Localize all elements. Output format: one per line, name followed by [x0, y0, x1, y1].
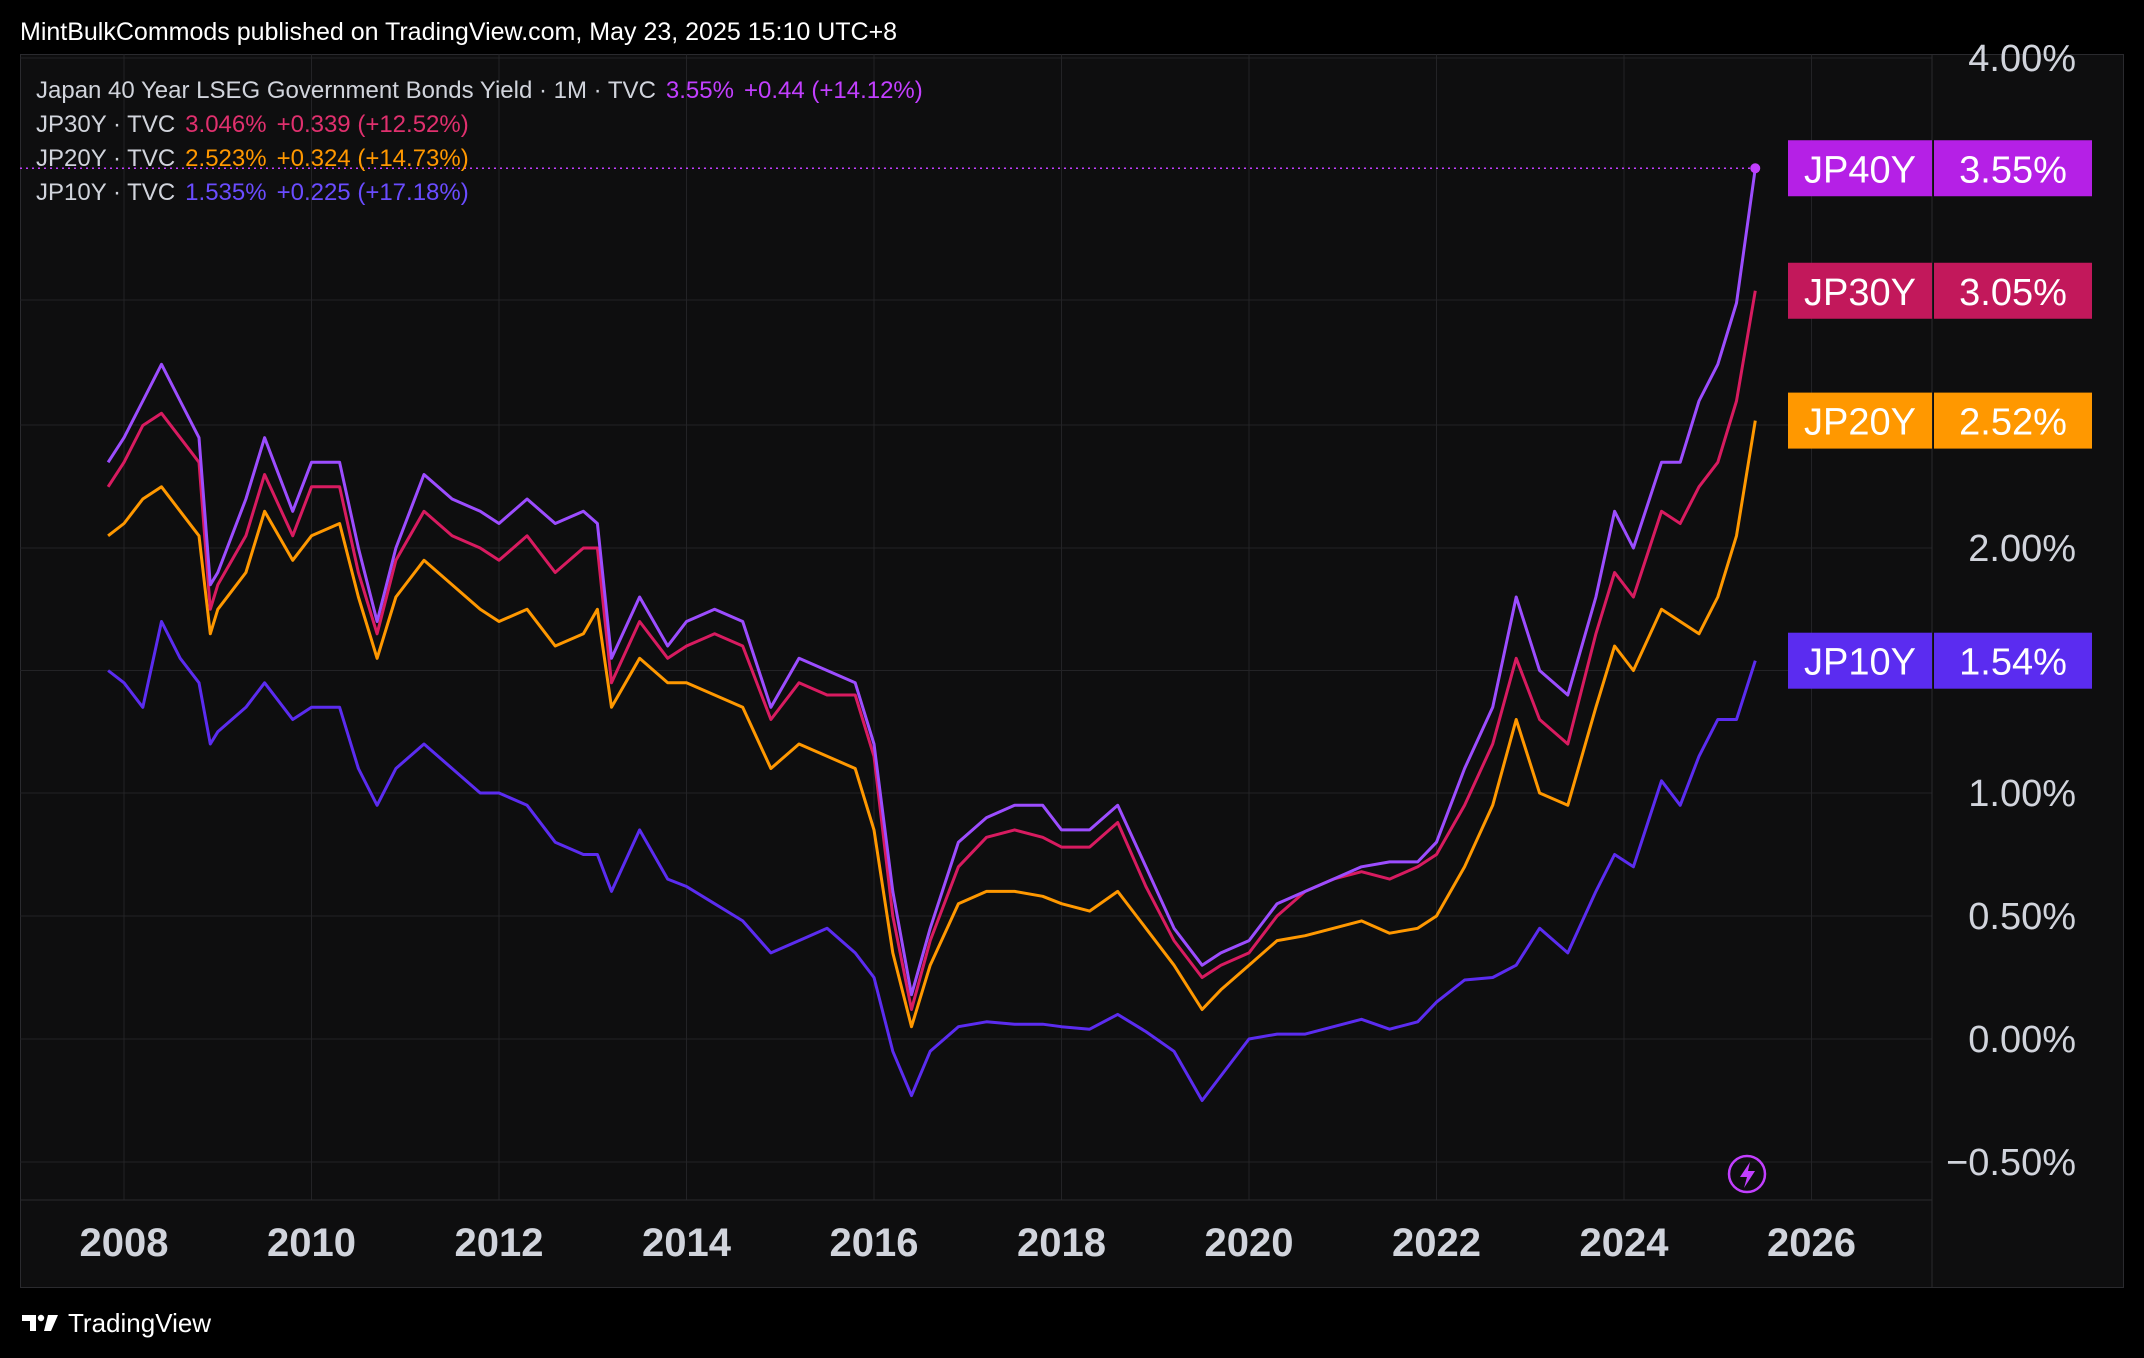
- legend-change: +0.225 (+17.18%): [276, 179, 469, 206]
- price-label-value-bg: [1934, 262, 2092, 319]
- tradingview-logo-icon[interactable]: [20, 1311, 60, 1335]
- x-tick-label: 2010: [267, 1221, 356, 1265]
- last-price-dot: [1750, 163, 1761, 174]
- x-tick-label: 2018: [1017, 1221, 1106, 1265]
- y-tick-label: −0.50%: [1946, 1142, 2076, 1184]
- series-line-jp20y: [107, 420, 1757, 1029]
- y-tick-label: 4.00%: [1968, 38, 2076, 80]
- x-tick-label: 2026: [1767, 1221, 1856, 1265]
- price-label-ticker-bg: [1788, 632, 1932, 689]
- lightning-icon-bolt: [1740, 1162, 1755, 1188]
- price-label-value: 1.54%: [1959, 642, 2067, 684]
- legend-value: 2.523%: [185, 145, 267, 172]
- legend-value: 1.535%: [185, 179, 267, 206]
- footer: TradingView: [20, 1306, 211, 1340]
- x-tick-label: 2022: [1392, 1221, 1481, 1265]
- price-label-value-bg: [1934, 392, 2092, 449]
- price-label-ticker: JP10Y: [1804, 642, 1916, 684]
- tradingview-brand[interactable]: TradingView: [68, 1307, 212, 1338]
- price-label-jp30y[interactable]: JP30Y 3.05%: [1788, 262, 2092, 319]
- x-tick-label: 2012: [455, 1221, 544, 1265]
- x-tick-label: 2016: [830, 1221, 919, 1265]
- publisher-header: MintBulkCommods published on TradingView…: [20, 18, 898, 46]
- x-tick-label: 2020: [1205, 1221, 1294, 1265]
- legend-name: JP10Y · TVC: [36, 179, 176, 206]
- series-line-jp30y: [106, 290, 1757, 1011]
- legend-row[interactable]: JP20Y · TVC 2.523% +0.324 (+14.73%): [36, 142, 923, 176]
- price-label-ticker-bg: [1788, 140, 1932, 197]
- legend-value: 3.55%: [665, 77, 734, 104]
- y-tick-label: 0.50%: [1968, 896, 2076, 938]
- price-label-value-bg: [1934, 140, 2092, 197]
- price-label-ticker: JP30Y: [1804, 272, 1916, 314]
- grid: [20, 54, 1932, 1200]
- price-label-value: 3.05%: [1959, 272, 2067, 314]
- price-label-value: 2.52%: [1959, 402, 2067, 444]
- legend-row[interactable]: JP30Y · TVC 3.046% +0.339 (+12.52%): [36, 108, 923, 142]
- price-label-ticker-bg: [1788, 392, 1932, 449]
- x-tick-label: 2024: [1580, 1221, 1670, 1265]
- price-label-jp20y[interactable]: JP20Y 2.52%: [1788, 392, 2092, 449]
- legend-name: Japan 40 Year LSEG Government Bonds Yiel…: [36, 77, 656, 104]
- legend-row[interactable]: JP10Y · TVC 1.535% +0.225 (+17.18%): [36, 176, 923, 210]
- price-label-value: 3.55%: [1959, 149, 2067, 191]
- price-label-jp40y[interactable]: JP40Y 3.55%: [1788, 140, 2092, 197]
- price-label-jp10y[interactable]: JP10Y 1.54%: [1788, 632, 2092, 689]
- legend-name: JP20Y · TVC: [36, 145, 176, 172]
- series-line-jp40y: [106, 168, 1757, 997]
- price-label-ticker-bg: [1788, 262, 1932, 319]
- legend-change: +0.339 (+12.52%): [276, 111, 469, 138]
- legend-name: JP30Y · TVC: [36, 111, 176, 138]
- price-label-ticker: JP40Y: [1804, 149, 1916, 191]
- legend-row[interactable]: Japan 40 Year LSEG Government Bonds Yiel…: [36, 74, 923, 108]
- price-label-ticker: JP20Y: [1804, 402, 1916, 444]
- x-tick-label: 2008: [80, 1221, 169, 1265]
- y-tick-label: 2.00%: [1968, 528, 2076, 570]
- legend-change: +0.44 (+14.12%): [743, 77, 923, 104]
- price-label-value-bg: [1934, 632, 2092, 689]
- legend-value: 3.046%: [185, 111, 267, 138]
- series-legend: Japan 40 Year LSEG Government Bonds Yiel…: [36, 74, 923, 210]
- x-tick-label: 2014: [642, 1221, 732, 1265]
- y-tick-label: 0.00%: [1968, 1019, 2076, 1061]
- lightning-icon-ring: [1727, 1154, 1767, 1194]
- series-line-jp10y: [107, 620, 1757, 1102]
- y-tick-label: 1.00%: [1968, 773, 2076, 815]
- lightning-icon[interactable]: [1727, 1154, 1767, 1194]
- legend-change: +0.324 (+14.73%): [276, 145, 469, 172]
